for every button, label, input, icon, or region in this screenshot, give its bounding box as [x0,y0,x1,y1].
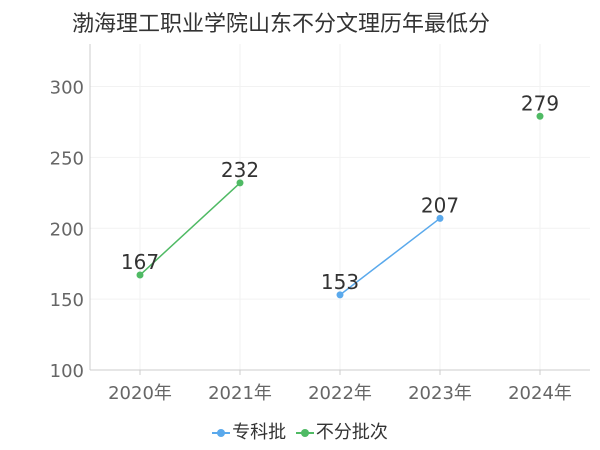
legend-swatch-icon [295,428,314,438]
legend-swatch-icon [212,428,231,438]
data-point [136,271,144,279]
x-tick-label: 2024年 [508,383,572,404]
y-tick-label: 200 [50,219,84,240]
data-point [436,214,444,222]
series-line-segment [139,182,241,276]
legend: 专科批 不分批次 [0,418,600,444]
y-tick-label: 150 [50,290,84,311]
series-line-segment [339,217,441,296]
y-tick-label: 100 [50,361,84,382]
legend-label: 专科批 [232,422,287,443]
y-axis-ticks: 100 150 200 250 300 [50,78,541,382]
series-group: 153 207 167 232 279 [121,91,559,299]
legend-label: 不分批次 [315,422,388,443]
data-label: 153 [321,270,359,294]
x-tick-label: 2022年 [308,383,372,404]
data-point [336,291,344,299]
chart-title: 渤海理工职业学院山东不分文理历年最低分 [72,12,491,37]
data-label: 207 [421,193,459,217]
y-tick-label: 250 [50,148,84,169]
data-point [236,179,244,187]
x-tick-label: 2021年 [208,383,272,404]
legend-item-zhuankepi[interactable]: 专科批 [212,418,286,444]
data-label: 167 [121,250,159,274]
x-tick-label: 2020年 [108,383,172,404]
legend-item-bufenpici[interactable]: 不分批次 [295,418,388,444]
x-axis-ticks: 2020年 2021年 2022年 2023年 2024年 [108,383,572,404]
x-tick-label: 2023年 [408,383,472,404]
data-point [536,112,544,120]
grid-lines [90,44,590,371]
y-tick-label: 300 [50,78,84,99]
data-label: 232 [221,158,259,182]
data-label: 279 [521,91,559,115]
